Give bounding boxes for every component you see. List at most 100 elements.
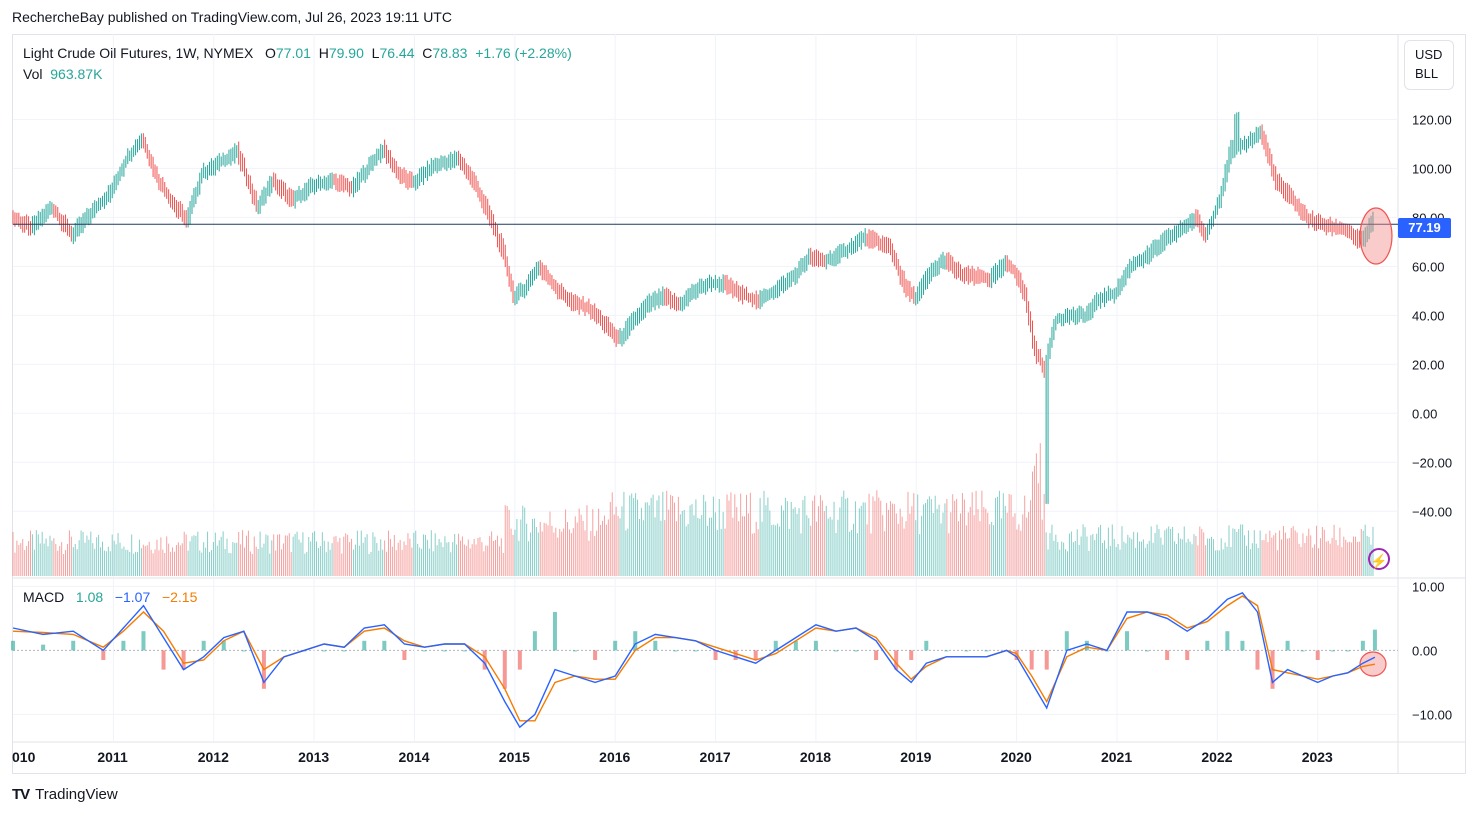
year-tick-label: 2013 — [298, 749, 329, 765]
macd-hist-bar — [342, 650, 347, 652]
macd-hist-bar — [773, 640, 778, 651]
macd-hist-bar — [382, 640, 387, 651]
macd-hist-bar — [1345, 650, 1350, 652]
signal-line — [12, 595, 1376, 722]
year-tick-label: 010 — [12, 749, 36, 765]
footer-brand[interactable]: TV TradingView — [12, 786, 118, 803]
macd-hist-bar — [573, 650, 578, 652]
macd-hist-bar — [71, 640, 76, 651]
volume-value: 963.87K — [50, 66, 103, 82]
currency-unit-button[interactable]: USD BLL — [1404, 40, 1454, 90]
symbol-title[interactable]: Light Crude Oil Futures, 1W, NYMEX — [23, 45, 254, 61]
macd-hist-bar — [1240, 640, 1245, 651]
lightning-icon[interactable]: ⚡ — [1368, 548, 1390, 570]
macd-hist-bar — [201, 640, 206, 651]
year-tick-label: 2018 — [800, 749, 831, 765]
macd-hist-bar — [793, 640, 798, 651]
macd-hist-bar — [1255, 650, 1260, 670]
price-tick-label: 20.00 — [1412, 357, 1445, 372]
year-tick-label: 2011 — [97, 749, 128, 765]
volume-legend: Vol 963.87K — [23, 66, 102, 82]
hist-value: −2.15 — [161, 589, 198, 605]
current-price-label: 77.19 — [1398, 218, 1451, 238]
price-tick-label: 100.00 — [1412, 161, 1452, 176]
price-tick-label: 120.00 — [1412, 112, 1452, 127]
macd-hist-bar — [693, 650, 698, 652]
macd-hist-bar — [517, 650, 522, 670]
macd-hist-bar — [964, 650, 969, 652]
year-tick-label: 2021 — [1101, 749, 1132, 765]
year-tick-label: 2019 — [900, 749, 931, 765]
macd-hist-bar — [633, 631, 638, 651]
macd-tick-label: 0.00 — [1412, 643, 1437, 658]
macd-hist-bar — [161, 650, 166, 670]
macd-hist-bar — [121, 640, 126, 651]
year-tick-label: 2022 — [1201, 749, 1232, 765]
macd-hist-bar — [11, 640, 15, 651]
macd-hist-bar — [241, 650, 246, 652]
macd-hist-bar — [402, 650, 407, 660]
year-tick-label: 2017 — [700, 749, 731, 765]
publish-header: RechercheBay published on TradingView.co… — [12, 9, 452, 25]
low-label: L — [371, 45, 380, 61]
macd-hist-bar — [944, 650, 949, 652]
price-tick-label: 0.00 — [1412, 406, 1437, 421]
macd-hist-bar — [41, 644, 46, 651]
highlight-ellipse — [1359, 207, 1393, 265]
tradingview-logo-icon: TV — [12, 786, 30, 803]
year-tick-label: 2023 — [1302, 749, 1333, 765]
price-tick-label: 40.00 — [1412, 308, 1445, 323]
macd-legend: MACD 1.08 −1.07 −2.15 — [23, 589, 197, 605]
macd-hist-bar — [653, 640, 658, 651]
macd-hist-bar — [894, 650, 899, 670]
year-tick-label: 2015 — [499, 749, 530, 765]
macd-hist-bar — [1084, 640, 1089, 651]
macd-hist-bar — [482, 650, 487, 670]
macd-hist-bar — [613, 640, 618, 651]
macd-label[interactable]: MACD — [23, 589, 65, 605]
brand-name: TradingView — [35, 786, 118, 803]
macd-hist-bar — [1029, 650, 1034, 670]
macd-hist-bar — [1315, 650, 1320, 660]
macd-hist-bar — [1185, 650, 1190, 660]
macd-hist-bar — [1300, 650, 1305, 652]
macd-hist-bar — [1044, 650, 1049, 670]
macd-hist-bar — [181, 650, 186, 670]
macd-hist-bar — [593, 650, 598, 660]
macd-hist-bar — [1165, 650, 1170, 660]
macd-hist-bar — [1014, 650, 1019, 660]
macd-hist-bar — [924, 640, 929, 651]
macd-hist-bar — [753, 650, 758, 660]
year-tick-label: 2020 — [1001, 749, 1032, 765]
macd-hist-bar — [733, 650, 738, 660]
macd-hist-bar — [422, 650, 427, 652]
close-value: 78.83 — [432, 45, 468, 61]
macd-hist-bar — [1330, 650, 1335, 652]
macd-tick-label: 10.00 — [1412, 579, 1445, 594]
change-value: +1.76 (+2.28%) — [475, 45, 572, 61]
open-value: 77.01 — [275, 45, 311, 61]
high-label: H — [318, 45, 329, 61]
macd-hist-bar — [813, 640, 818, 651]
year-tick-label: 2016 — [599, 749, 630, 765]
macd-hist-bar — [221, 640, 226, 651]
symbol-legend: Light Crude Oil Futures, 1W, NYMEX O77.0… — [23, 45, 572, 61]
macd-tick-label: −10.00 — [1412, 707, 1452, 722]
macd-hist-bar — [362, 640, 367, 651]
macd-hist-bar — [909, 650, 914, 660]
low-value: 76.44 — [379, 45, 415, 61]
macd-hist-bar — [1285, 640, 1290, 651]
volume-label[interactable]: Vol — [23, 66, 43, 82]
macd-hist-bar — [552, 612, 557, 651]
macd-hist-bar — [532, 631, 537, 651]
unit-label: BLL — [1415, 66, 1439, 81]
macd-hist-bar — [1360, 640, 1365, 651]
macd-hist-bar — [1145, 650, 1150, 652]
macd-hist-bar — [101, 650, 106, 660]
chart-frame — [12, 34, 1466, 774]
price-tick-label: −40.00 — [1412, 504, 1452, 519]
currency-label: USD — [1415, 47, 1443, 62]
macd-hist-bar — [141, 631, 146, 651]
macd-hist-bar — [281, 650, 286, 652]
